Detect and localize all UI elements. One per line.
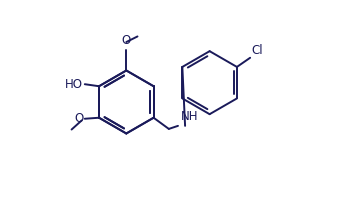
Text: Cl: Cl bbox=[251, 44, 263, 57]
Text: O: O bbox=[122, 34, 131, 47]
Text: O: O bbox=[74, 112, 84, 125]
Text: NH: NH bbox=[181, 110, 199, 123]
Text: HO: HO bbox=[65, 78, 83, 91]
